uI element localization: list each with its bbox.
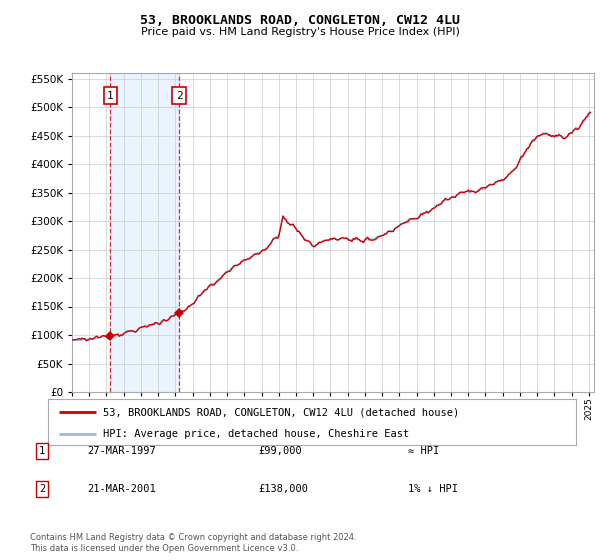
Text: 27-MAR-1997: 27-MAR-1997 bbox=[87, 446, 156, 456]
Text: £99,000: £99,000 bbox=[258, 446, 302, 456]
Text: 2: 2 bbox=[176, 91, 182, 101]
Text: Contains HM Land Registry data © Crown copyright and database right 2024.
This d: Contains HM Land Registry data © Crown c… bbox=[30, 533, 356, 553]
Text: 21-MAR-2001: 21-MAR-2001 bbox=[87, 484, 156, 494]
Text: 1: 1 bbox=[39, 446, 45, 456]
Text: 53, BROOKLANDS ROAD, CONGLETON, CW12 4LU: 53, BROOKLANDS ROAD, CONGLETON, CW12 4LU bbox=[140, 14, 460, 27]
Text: 1: 1 bbox=[107, 91, 114, 101]
Text: HPI: Average price, detached house, Cheshire East: HPI: Average price, detached house, Ches… bbox=[103, 429, 410, 438]
Text: ≈ HPI: ≈ HPI bbox=[408, 446, 439, 456]
Text: 2: 2 bbox=[39, 484, 45, 494]
Text: 53, BROOKLANDS ROAD, CONGLETON, CW12 4LU (detached house): 53, BROOKLANDS ROAD, CONGLETON, CW12 4LU… bbox=[103, 407, 460, 417]
Text: 1% ↓ HPI: 1% ↓ HPI bbox=[408, 484, 458, 494]
Text: Price paid vs. HM Land Registry's House Price Index (HPI): Price paid vs. HM Land Registry's House … bbox=[140, 27, 460, 37]
Text: £138,000: £138,000 bbox=[258, 484, 308, 494]
Bar bbox=[110, 73, 179, 392]
